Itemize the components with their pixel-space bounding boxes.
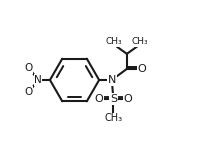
Text: S: S xyxy=(109,94,116,104)
Text: CH₃: CH₃ xyxy=(131,37,147,46)
Text: CH₃: CH₃ xyxy=(104,113,122,123)
Text: O: O xyxy=(94,94,103,104)
Text: N: N xyxy=(107,75,115,85)
Text: O: O xyxy=(123,94,132,104)
Text: O: O xyxy=(24,87,33,97)
Text: O: O xyxy=(24,63,33,73)
Text: N: N xyxy=(34,75,42,85)
Text: O: O xyxy=(137,64,146,74)
Text: CH₃: CH₃ xyxy=(105,37,122,46)
